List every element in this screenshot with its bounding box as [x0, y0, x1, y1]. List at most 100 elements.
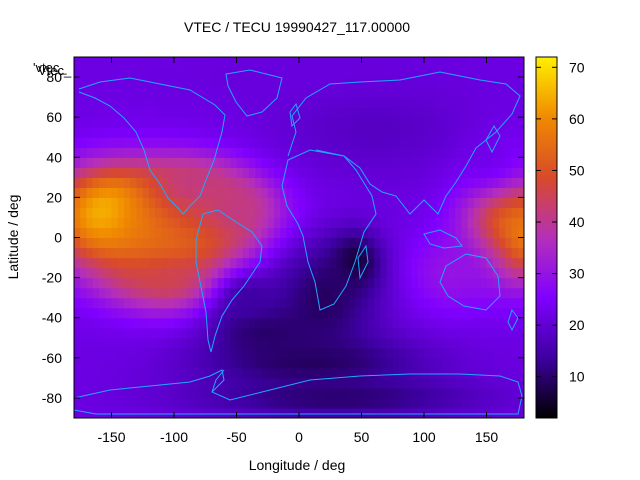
coastline-north-america — [78, 77, 226, 215]
heatmap-cell — [324, 407, 331, 418]
heatmap-cell — [142, 397, 150, 409]
heatmap-cell — [286, 167, 294, 178]
heatmap-cell — [267, 257, 275, 269]
heatmap-cell — [149, 217, 156, 229]
heatmap-cell — [249, 207, 256, 219]
heatmap-cell — [136, 177, 144, 188]
heatmap-cell — [174, 67, 181, 78]
heatmap-cell — [267, 327, 275, 339]
heatmap-cell — [274, 147, 281, 158]
heatmap-cell — [99, 327, 106, 339]
heatmap-cell — [211, 157, 219, 168]
heatmap-cell — [467, 207, 475, 219]
heatmap-cell — [317, 197, 325, 209]
heatmap-cell — [92, 297, 100, 309]
heatmap-cell — [474, 197, 481, 209]
heatmap-cell — [442, 167, 450, 178]
colorbar-tick-label: 10 — [569, 369, 585, 385]
heatmap-cell — [486, 387, 494, 399]
heatmap-cell — [292, 317, 300, 329]
heatmap-cell — [505, 187, 513, 198]
heatmap-cell — [455, 327, 463, 339]
heatmap-cell — [261, 257, 269, 269]
heatmap-cell — [517, 297, 524, 309]
heatmap-cell — [311, 287, 319, 299]
heatmap-cell — [380, 67, 388, 78]
heatmap-cell — [355, 337, 363, 349]
heatmap-cell — [399, 347, 406, 359]
heatmap-cell — [486, 187, 494, 198]
heatmap-cell — [261, 127, 269, 138]
heatmap-cell — [330, 207, 338, 219]
heatmap-cell — [336, 337, 344, 349]
heatmap-cell — [261, 347, 269, 359]
heatmap-cell — [199, 137, 206, 148]
heatmap-cell — [155, 247, 163, 259]
heatmap-cell — [499, 57, 506, 68]
heatmap-cell — [374, 127, 381, 138]
heatmap-cell — [324, 177, 331, 188]
heatmap-cell — [305, 187, 313, 198]
heatmap-cell — [467, 117, 475, 128]
heatmap-cell — [136, 367, 144, 379]
heatmap-cell — [224, 317, 231, 329]
heatmap-cell — [211, 397, 219, 409]
heatmap-cell — [230, 277, 238, 289]
heatmap-cell — [299, 287, 306, 299]
heatmap-cell — [105, 127, 113, 138]
heatmap-cell — [267, 187, 275, 198]
heatmap-cell — [267, 337, 275, 349]
heatmap-cell — [424, 157, 431, 168]
heatmap-cell — [492, 57, 500, 68]
heatmap-cell — [186, 97, 194, 108]
heatmap-cell — [261, 237, 269, 249]
heatmap-cell — [424, 357, 431, 369]
heatmap-cell — [430, 197, 438, 209]
heatmap-cell — [230, 297, 238, 309]
heatmap-cell — [417, 187, 425, 198]
heatmap-cell — [130, 407, 138, 418]
heatmap-cell — [217, 297, 225, 309]
heatmap-cell — [299, 57, 306, 68]
heatmap-cell — [455, 67, 463, 78]
heatmap-cell — [136, 127, 144, 138]
heatmap-cell — [149, 197, 156, 209]
heatmap-cell — [455, 127, 463, 138]
heatmap-cell — [224, 117, 231, 128]
heatmap-cell — [361, 97, 369, 108]
heatmap-cell — [505, 407, 513, 418]
heatmap-cell — [399, 377, 406, 389]
heatmap-cell — [242, 137, 250, 148]
heatmap-cell — [105, 87, 113, 98]
heatmap-cell — [399, 197, 406, 209]
heatmap-cell — [92, 77, 100, 88]
heatmap-cell — [174, 367, 181, 379]
heatmap-cell — [261, 387, 269, 399]
heatmap-cell — [461, 137, 469, 148]
heatmap-cell — [117, 177, 125, 188]
heatmap-cell — [211, 67, 219, 78]
heatmap-cell — [80, 117, 88, 128]
heatmap-cell — [280, 87, 288, 98]
heatmap-cell — [417, 97, 425, 108]
heatmap-cell — [242, 117, 250, 128]
heatmap-cell — [355, 137, 363, 148]
heatmap-cell — [267, 87, 275, 98]
heatmap-cell — [305, 137, 313, 148]
heatmap-cell — [417, 307, 425, 319]
heatmap-cell — [374, 87, 381, 98]
heatmap-cell — [224, 167, 231, 178]
heatmap-cell — [499, 307, 506, 319]
heatmap-cell — [324, 367, 331, 379]
heatmap-cell — [86, 277, 94, 289]
heatmap-cell — [124, 397, 131, 409]
heatmap-cell — [342, 217, 350, 229]
heatmap-cell — [149, 307, 156, 319]
heatmap-cell — [336, 267, 344, 279]
heatmap-cell — [455, 197, 463, 209]
heatmap-cell — [299, 107, 306, 118]
heatmap-cell — [392, 117, 400, 128]
heatmap-cell — [161, 267, 169, 279]
heatmap-cell — [74, 317, 81, 329]
heatmap-cell — [442, 237, 450, 249]
